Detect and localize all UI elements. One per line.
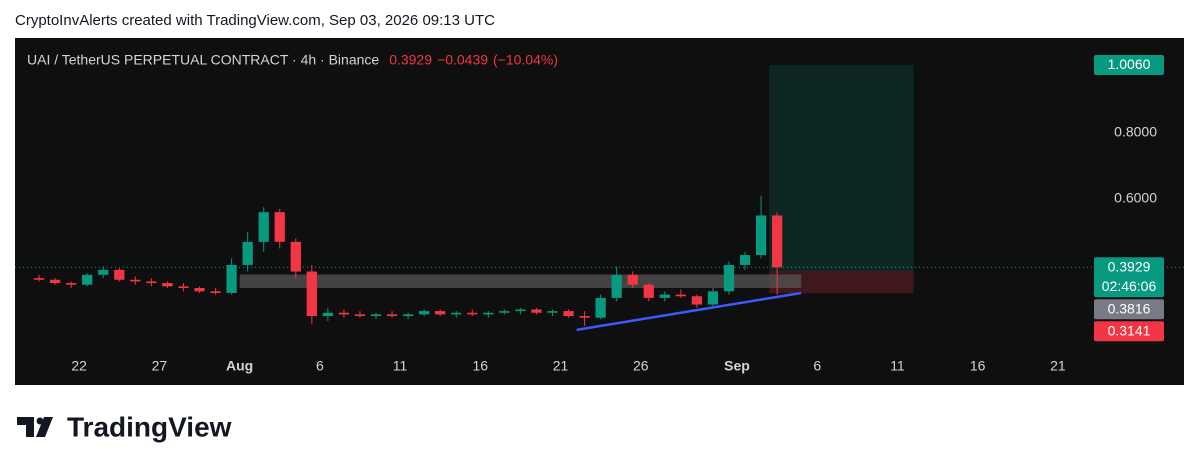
y-tick-label: 0.8000 [1114,124,1157,140]
candle-body [210,291,221,293]
x-tick-label: Aug [226,358,253,374]
price-tag [1094,257,1164,298]
candle-body [386,314,398,317]
candle-body [467,312,478,315]
candle-body [114,269,125,280]
x-tick-label: 26 [633,358,649,374]
price-tag-label: 0.3929 [1108,258,1151,274]
candle-body [771,215,783,268]
candle-body [723,264,735,292]
candle-body [274,212,285,242]
candle-body [338,312,350,315]
x-tick-label: 16 [473,358,489,374]
candle-body [49,279,61,284]
price-tag-label: 0.3816 [1108,300,1151,316]
candle-body [707,291,719,305]
x-tick-label: 21 [1050,358,1066,374]
candle-body [322,312,334,317]
trendline [576,291,802,332]
candle-body [130,279,141,282]
candle-body [419,311,430,315]
candle-body [242,241,253,265]
price-tag [1094,299,1164,320]
chart-bg [15,38,1184,385]
candle-body [451,312,462,315]
logo [17,417,53,437]
y-tick-label: 0.6000 [1114,190,1157,206]
x-tick-label: 6 [813,358,821,374]
candle-body [82,274,93,285]
candle-body [146,281,157,284]
candle-body [33,278,45,280]
position-loss [769,270,914,294]
price-tag-label: 1.0060 [1108,56,1151,72]
candle-body [675,294,686,297]
countdown: 02:46:06 [1102,278,1157,294]
candle-body [659,294,670,298]
candle-body [563,311,574,317]
x-tick-label: 21 [553,358,569,374]
last-price: 0.3929 [389,52,432,68]
candle-body [691,296,703,305]
plot: 22 27 Aug 6 11 16 21 26 Sep 6 11 16 21 0.6000 0.8000 1.… [15,55,1184,374]
candle-body [290,241,301,272]
candle-body [499,311,510,313]
price-tag [1094,321,1164,342]
candle-body [739,255,751,265]
x-tick-label: 11 [393,358,408,374]
candle-body [354,314,366,317]
candle-body [579,316,590,318]
candle-body [226,264,237,293]
support-zone [239,274,802,289]
x-tick-label: 22 [71,358,87,374]
candle-body [435,311,446,315]
x-tick-label: 6 [316,358,324,374]
change: −0.0439 [437,52,488,68]
header: CryptoInvAlerts created with TradingView… [15,12,495,29]
candle-body [531,309,542,313]
candle-body [98,269,109,275]
x-tick-label: 11 [890,358,905,374]
price-tag-label: 0.3141 [1108,322,1151,338]
candle-body [595,297,606,318]
candle-body [258,212,269,242]
price-tag [1094,55,1164,76]
candle-body [547,311,558,313]
candle-body [627,274,638,285]
x-tick-label: Sep [724,358,750,374]
candle-body [643,284,654,298]
position-profit [769,65,914,271]
candle-body [611,274,622,298]
candle-body [194,288,205,292]
candle-body [370,314,382,317]
x-tick-label: 27 [152,358,168,374]
candle-body [178,286,189,289]
chart-title: UAI / TetherUS PERPETUAL CONTRACT · 4h ·… [27,52,379,68]
candle-body [402,314,414,317]
candle-body [755,215,767,256]
candle-body [483,312,494,315]
x-tick-label: 16 [970,358,986,374]
candle-body [66,283,77,285]
change-pct: (−10.04%) [493,52,558,68]
candle-body [515,309,526,312]
logo-text: TradingView [67,411,232,442]
candle-body [306,271,317,317]
candle-body [162,283,173,287]
